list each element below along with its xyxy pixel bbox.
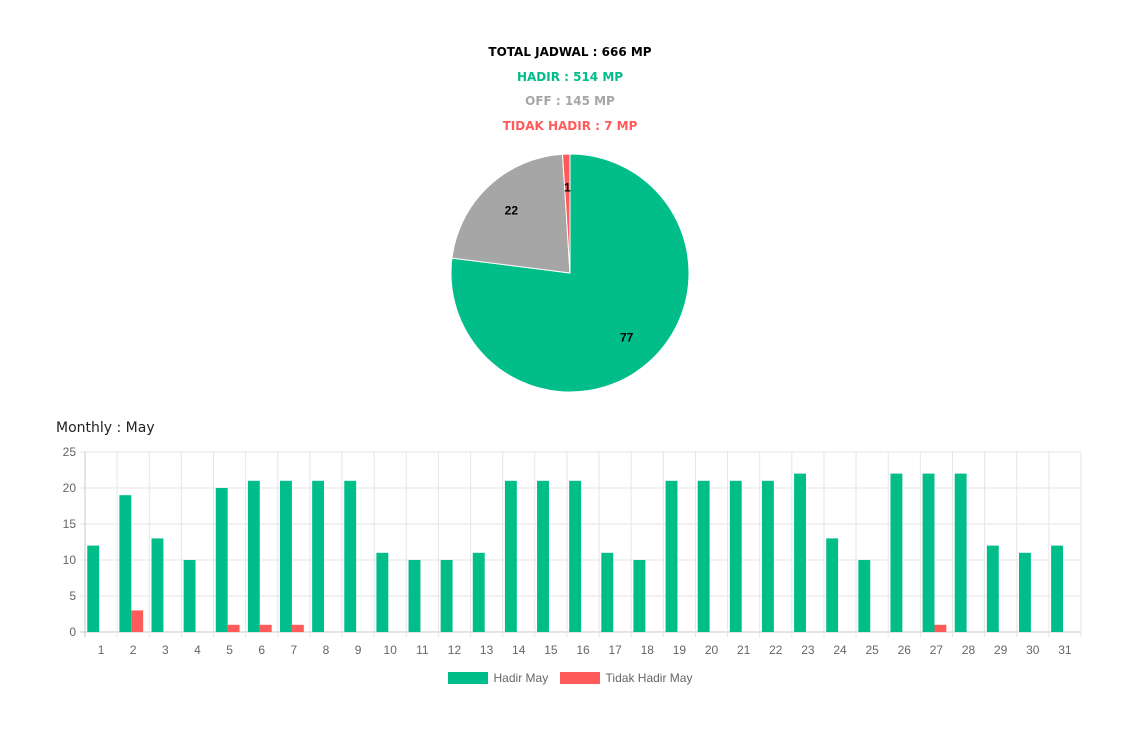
- bar-hadir[interactable]: [665, 480, 678, 632]
- bar-hadir[interactable]: [183, 560, 196, 632]
- summary-total: TOTAL JADWAL : 666 MP: [488, 45, 652, 59]
- bar-tidak-hadir[interactable]: [259, 624, 272, 632]
- legend-item-tidak-hadir[interactable]: Tidak Hadir May: [559, 671, 693, 685]
- bar-tidak-hadir[interactable]: [934, 624, 947, 632]
- bar-hadir[interactable]: [858, 560, 871, 632]
- bar-tidak-hadir[interactable]: [227, 624, 240, 632]
- bar-hadir[interactable]: [1051, 545, 1064, 632]
- bar-hadir[interactable]: [697, 480, 710, 632]
- bar-hadir[interactable]: [440, 560, 453, 632]
- y-tick-label: 10: [63, 553, 77, 567]
- bar-hadir[interactable]: [569, 480, 582, 632]
- x-tick-label: 7: [290, 643, 297, 657]
- bar-hadir[interactable]: [247, 480, 260, 632]
- pie-slice-label-1: 22: [505, 204, 519, 218]
- bar-hadir[interactable]: [504, 480, 517, 632]
- legend-item-hadir[interactable]: Hadir May: [447, 671, 549, 685]
- x-tick-label: 3: [162, 643, 169, 657]
- bar-hadir[interactable]: [344, 480, 357, 632]
- x-tick-label: 27: [930, 643, 944, 657]
- x-tick-label: 14: [512, 643, 526, 657]
- pie-slice-1[interactable]: [451, 153, 571, 274]
- y-tick-label: 20: [63, 481, 77, 495]
- bar-hadir[interactable]: [537, 480, 549, 632]
- x-tick-label: 24: [833, 643, 847, 657]
- bar-hadir[interactable]: [761, 480, 774, 632]
- bar-hadir[interactable]: [890, 473, 903, 632]
- bar-hadir[interactable]: [312, 480, 325, 632]
- monthly-chart-title: Monthly : May: [56, 420, 155, 436]
- x-tick-label: 17: [608, 643, 622, 657]
- bar-hadir[interactable]: [826, 538, 839, 632]
- x-tick-label: 25: [865, 643, 879, 657]
- x-tick-label: 22: [769, 643, 783, 657]
- bar-tidak-hadir[interactable]: [291, 624, 304, 632]
- y-tick-label: 5: [69, 589, 76, 603]
- x-tick-label: 18: [641, 643, 655, 657]
- x-tick-label: 8: [323, 643, 330, 657]
- pie-slice-label-0: 77: [620, 330, 634, 344]
- bar-hadir[interactable]: [986, 545, 999, 632]
- bar-hadir[interactable]: [119, 495, 132, 632]
- x-tick-label: 31: [1058, 643, 1072, 657]
- bar-hadir[interactable]: [280, 480, 292, 632]
- x-tick-label: 9: [355, 643, 362, 657]
- x-tick-label: 16: [576, 643, 590, 657]
- bar-tidak-hadir[interactable]: [131, 610, 144, 632]
- x-tick-label: 20: [705, 643, 719, 657]
- attendance-pie-chart: 77 22 1: [450, 153, 690, 393]
- y-tick-label: 0: [69, 625, 76, 639]
- bar-hadir[interactable]: [472, 552, 485, 632]
- pie-slice-label-2: 1: [564, 180, 571, 194]
- bar-hadir[interactable]: [922, 473, 935, 632]
- summary-off: OFF : 145 MP: [525, 94, 615, 108]
- summary-tidak-hadir: TIDAK HADIR : 7 MP: [502, 119, 638, 133]
- x-tick-label: 19: [673, 643, 687, 657]
- bar-hadir[interactable]: [215, 488, 228, 632]
- bar-hadir[interactable]: [729, 480, 742, 632]
- x-tick-label: 15: [544, 643, 558, 657]
- y-tick-label: 25: [63, 445, 77, 459]
- legend-swatch-hadir: [447, 672, 488, 684]
- x-tick-label: 29: [994, 643, 1008, 657]
- x-tick-label: 6: [258, 643, 265, 657]
- bar-hadir[interactable]: [954, 473, 967, 632]
- legend-label-tidak-hadir: Tidak Hadir May: [605, 671, 693, 685]
- bar-hadir[interactable]: [376, 552, 389, 632]
- x-tick-label: 23: [801, 643, 815, 657]
- x-tick-label: 2: [130, 643, 137, 657]
- x-tick-label: 5: [226, 643, 233, 657]
- y-tick-label: 15: [63, 517, 77, 531]
- x-tick-label: 12: [448, 643, 462, 657]
- x-tick-label: 10: [384, 643, 398, 657]
- bar-hadir[interactable]: [87, 545, 100, 632]
- x-tick-label: 13: [480, 643, 494, 657]
- x-tick-label: 1: [98, 643, 105, 657]
- x-tick-label: 4: [194, 643, 201, 657]
- bar-hadir[interactable]: [601, 552, 614, 632]
- legend-label-hadir: Hadir May: [493, 671, 549, 685]
- x-tick-label: 11: [416, 643, 429, 657]
- x-tick-label: 21: [737, 643, 751, 657]
- pie-slice-2[interactable]: [561, 153, 571, 274]
- x-tick-label: 30: [1026, 643, 1040, 657]
- x-tick-label: 28: [962, 643, 976, 657]
- bar-hadir[interactable]: [151, 538, 164, 632]
- bar-hadir[interactable]: [1018, 552, 1031, 632]
- bar-hadir[interactable]: [794, 473, 806, 632]
- summary-hadir: HADIR : 514 MP: [516, 70, 624, 84]
- x-tick-label: 26: [898, 643, 912, 657]
- legend-swatch-tidak-hadir: [559, 672, 600, 684]
- bar-hadir[interactable]: [633, 560, 646, 632]
- bar-legend: Hadir May Tidak Hadir May: [0, 671, 1140, 687]
- bar-hadir[interactable]: [408, 560, 421, 632]
